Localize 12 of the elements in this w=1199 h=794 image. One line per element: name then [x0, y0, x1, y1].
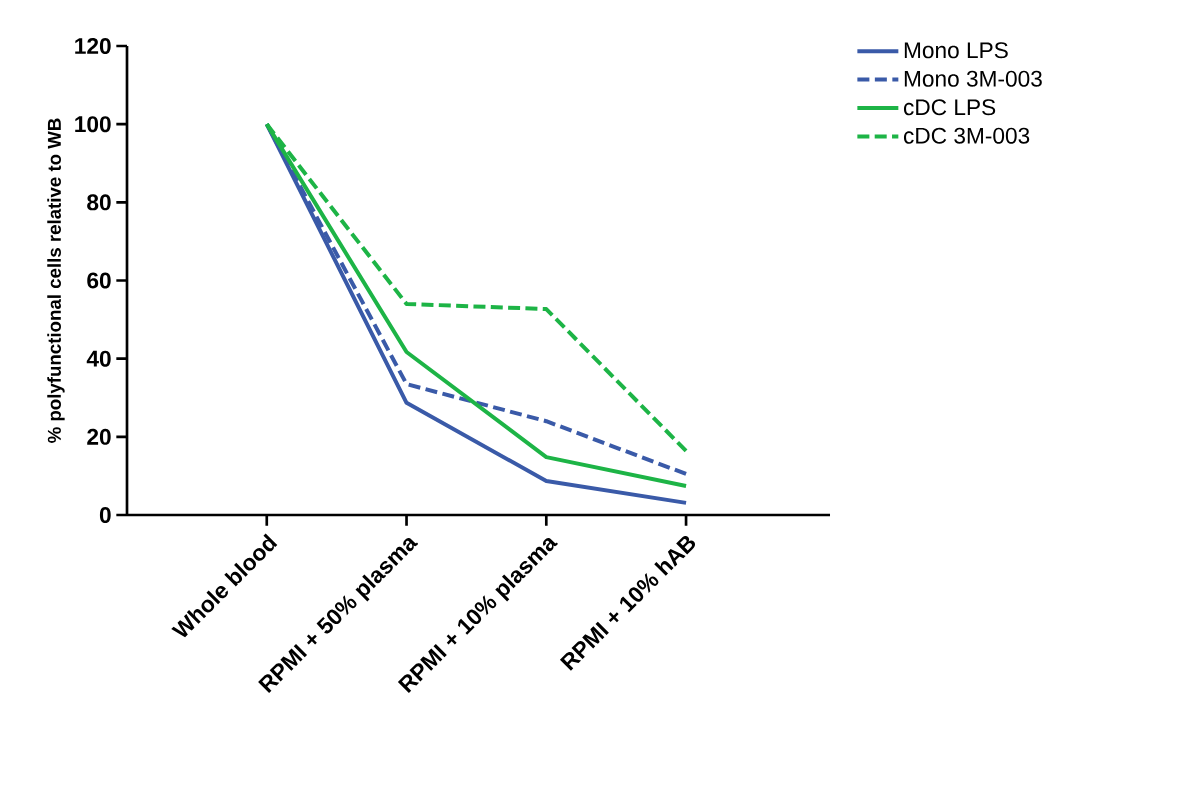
legend-label: cDC LPS: [903, 99, 996, 116]
y-axis-title: % polyfunctional cells relative to WB: [47, 118, 65, 443]
legend-label: cDC 3M-003: [903, 127, 1030, 144]
y-tick-label: 0: [99, 506, 111, 524]
legend-label: Mono LPS: [904, 42, 1008, 59]
y-tick-label: 20: [87, 428, 111, 445]
y-tick-label: 120: [75, 37, 111, 55]
y-tick-label: 100: [75, 116, 111, 133]
y-tick-label: 40: [86, 350, 111, 367]
y-tick-label: 80: [87, 194, 111, 211]
legend-label: Mono 3M-003: [904, 70, 1042, 87]
y-tick-label: 60: [87, 272, 111, 289]
